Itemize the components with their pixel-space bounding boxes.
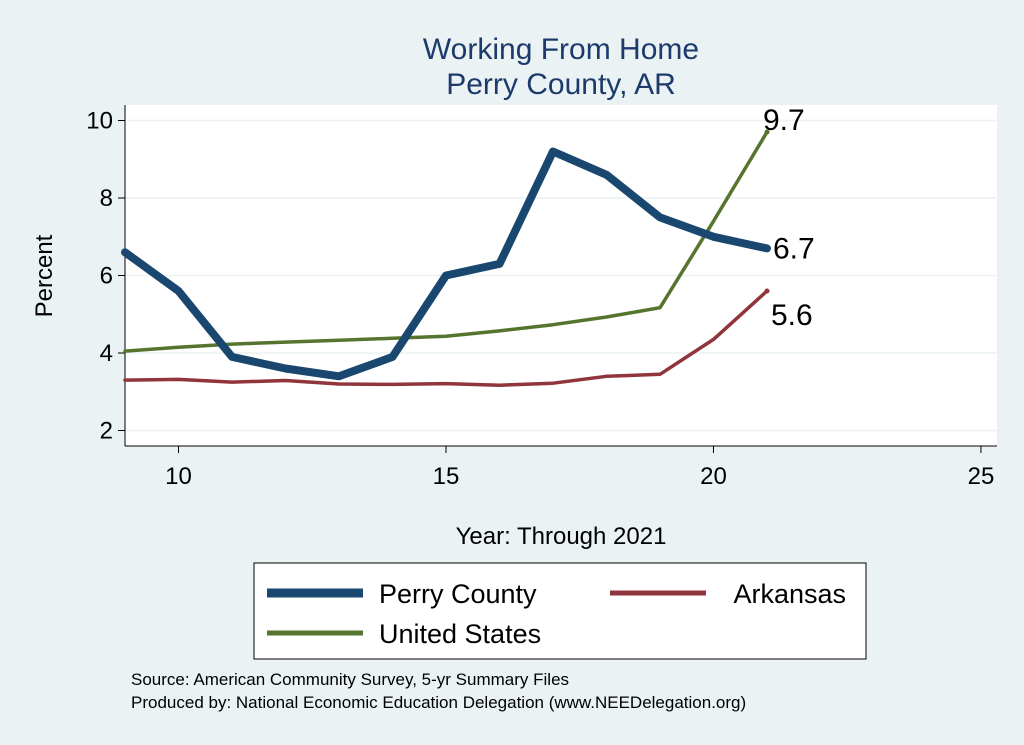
y-tick-label: 8 xyxy=(100,185,113,212)
chart-subtitle: Perry County, AR xyxy=(446,68,676,101)
y-tick-label: 10 xyxy=(86,108,113,135)
legend: Perry County Arkansas United States xyxy=(253,562,867,660)
series-line-arkansas xyxy=(123,289,769,387)
y-axis-title: Percent xyxy=(31,234,58,317)
x-tick-label: 15 xyxy=(433,463,460,490)
axis-ticks: 2 4 6 8 10 10 15 20 25 xyxy=(86,108,994,491)
series-lines xyxy=(121,130,771,387)
source-note: Source: American Community Survey, 5-yr … xyxy=(131,670,569,689)
series-line-perry-county xyxy=(121,147,771,381)
end-value-label: 5.6 xyxy=(771,299,813,332)
legend-label: Perry County xyxy=(379,579,537,609)
y-tick-label: 4 xyxy=(100,340,113,367)
end-point xyxy=(764,288,770,294)
producer-note: Produced by: National Economic Education… xyxy=(131,693,746,712)
grid xyxy=(125,119,997,432)
x-tick-label: 25 xyxy=(968,463,995,490)
chart-title: Working From Home xyxy=(423,33,699,66)
y-tick-label: 6 xyxy=(100,263,113,290)
end-point xyxy=(764,129,770,135)
end-labels: 6.7 5.6 9.7 xyxy=(763,104,815,332)
x-tick-label: 20 xyxy=(700,463,727,490)
series-line-united-states xyxy=(123,130,769,353)
x-axis-title: Year: Through 2021 xyxy=(456,523,667,550)
end-value-label: 9.7 xyxy=(763,104,805,137)
x-tick-label: 10 xyxy=(165,463,192,490)
y-tick-label: 2 xyxy=(100,418,113,445)
legend-box xyxy=(253,562,867,660)
legend-label: Arkansas xyxy=(733,579,846,609)
end-value-label: 6.7 xyxy=(773,232,815,265)
end-point xyxy=(764,245,770,251)
legend-label: United States xyxy=(379,619,541,649)
